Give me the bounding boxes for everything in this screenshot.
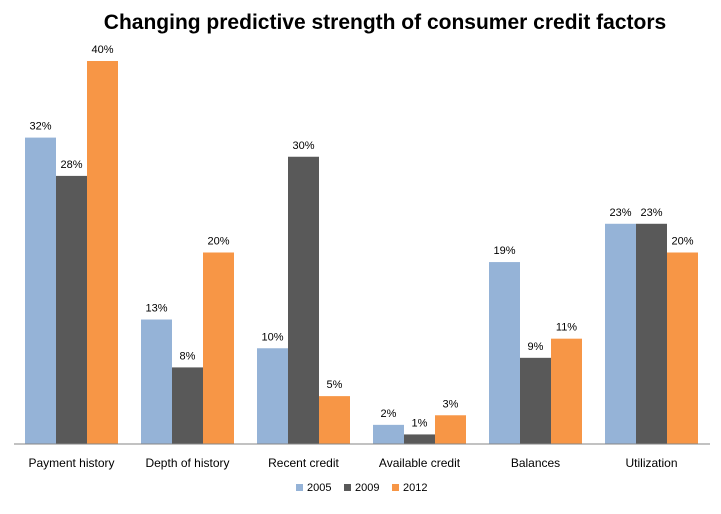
bar-2009-depth-of-history [172,367,203,444]
data-label: 23% [609,207,631,219]
bar-2012-depth-of-history [203,252,234,444]
bar-2012-balances [551,338,582,444]
bar-2005-balances [489,262,520,444]
bar-2012-recent-credit [319,396,350,444]
category-label: Payment history [28,456,114,470]
legend-label-2005: 2005 [307,482,331,494]
category-label: Available credit [379,456,461,470]
bar-2009-available-credit [404,434,435,444]
bars-layer [25,61,698,444]
data-label: 3% [443,398,459,410]
data-label: 20% [207,236,229,248]
data-labels-layer: 32% 28% 40% 13% 8% 20% 10% 30% 5% 2% 1% 3% 19% 9% 11% 2… [29,44,693,429]
bar-2005-recent-credit [257,348,288,444]
legend-swatch-2012 [392,484,399,491]
data-label: 20% [671,236,693,248]
category-label: Balances [511,456,560,470]
category-label: Utilization [625,456,677,470]
data-label: 2% [381,408,397,420]
data-label: 11% [556,322,577,334]
bar-2009-utilization [636,223,667,444]
data-label: 23% [640,207,662,219]
data-label: 30% [292,140,314,152]
chart-title: Changing predictive strength of consumer… [104,11,666,34]
legend-swatch-2009 [344,484,351,491]
data-label: 19% [493,245,515,257]
category-label: Depth of history [145,456,229,470]
bar-2005-available-credit [373,424,404,444]
data-label: 8% [180,350,196,362]
bar-2005-utilization [605,223,636,444]
bar-2012-available-credit [435,415,466,444]
bar-2012-payment-history [87,61,118,444]
legend-label-2009: 2009 [355,482,379,494]
data-label: 32% [29,121,51,133]
data-label: 9% [528,341,544,353]
category-label: Recent credit [268,456,339,470]
bar-2009-payment-history [56,175,87,444]
data-label: 5% [327,379,343,391]
data-label: 1% [412,417,428,429]
bar-2012-utilization [667,252,698,444]
bar-2009-balances [520,357,551,444]
bar-2009-recent-credit [288,156,319,444]
bar-2005-depth-of-history [141,319,172,444]
data-label: 13% [145,303,167,315]
data-label: 40% [91,44,113,56]
legend-swatch-2005 [296,484,303,491]
category-labels-layer: Payment history Depth of history Recent cr… [28,456,677,470]
data-label: 28% [60,159,82,171]
legend-label-2012: 2012 [403,482,427,494]
data-label: 10% [261,331,283,343]
legend: 2005 2009 2012 [296,482,427,494]
bar-2005-payment-history [25,137,56,444]
